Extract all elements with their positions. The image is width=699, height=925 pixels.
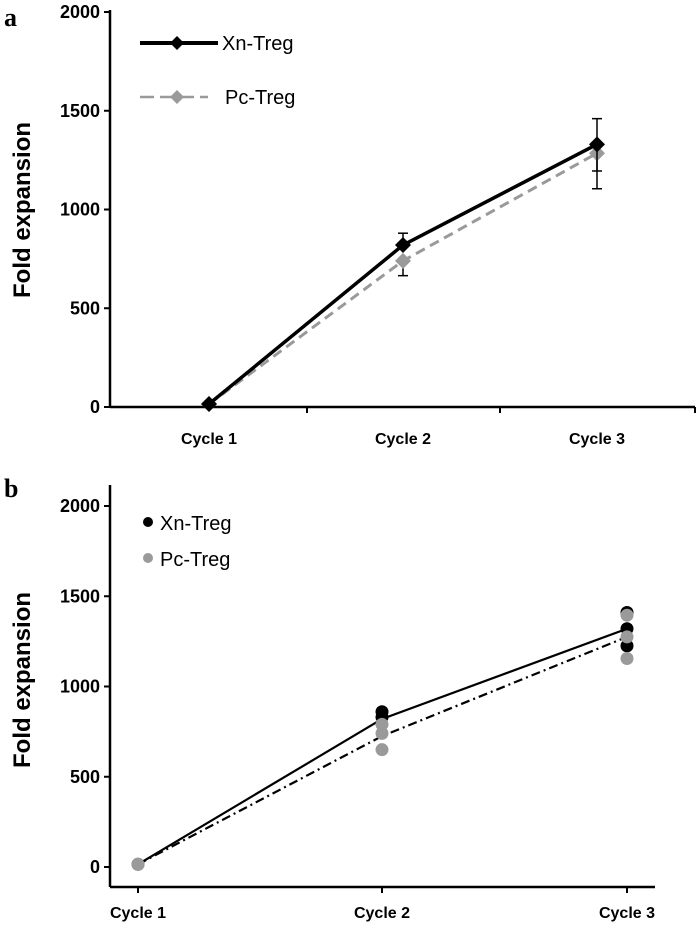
y-tick-label-a-1500: 1500 [60,101,100,121]
y-tick-label-a-2000: 2000 [60,2,100,22]
x-tick-label-b-1: Cycle 2 [354,905,410,922]
legend-marker-Xn-Treg [143,517,153,527]
data-point-Xn-Treg-2-2 [620,639,634,653]
y-tick-label-b-500: 500 [70,767,100,787]
series-line-Pc-Treg [137,635,628,866]
data-point-Pc-Treg-1-1 [375,726,389,740]
x-tick-label-b-0: Cycle 1 [110,905,166,922]
data-point-Pc-Treg-1-0 [375,717,389,731]
x-tick-label-b-2: Cycle 3 [599,905,655,922]
legend-label-Pc-Treg: Pc-Treg [160,549,230,571]
y-axis-label-a: Fold expansion [9,122,36,298]
panel-label-b: b [4,474,18,503]
legend-label-Pc-Treg: Pc-Treg [225,87,295,109]
x-tick-label-a-2: Cycle 3 [569,431,625,448]
data-point-Xn-Treg-0 [201,396,217,413]
y-tick-label-a-500: 500 [70,298,100,318]
legend-marker-Pc-Treg [143,553,153,563]
y-tick-label-a-1000: 1000 [60,200,100,220]
data-point-Pc-Treg-1-2 [375,743,389,757]
data-point-Pc-Treg-2-0 [620,608,634,622]
x-tick-label-a-1: Cycle 2 [375,431,431,448]
data-point-Pc-Treg-2-1 [620,630,634,644]
data-point-Pc-Treg-2-2 [620,652,634,666]
y-tick-label-b-2000: 2000 [60,496,100,516]
y-axis-label-b: Fold expansion [9,592,36,768]
legend-marker-Pc-Treg [170,90,184,104]
panel-label-a: a [4,3,17,32]
data-point-Pc-Treg-1 [395,252,411,269]
y-tick-label-a-0: 0 [90,397,100,417]
legend-label-Xn-Treg: Xn-Treg [160,513,232,535]
legend-marker-Xn-Treg [170,36,184,50]
y-tick-label-b-0: 0 [90,857,100,877]
x-tick-label-a-0: Cycle 1 [181,431,237,448]
series-line-Pc-Treg [208,151,598,406]
legend-label-Xn-Treg: Xn-Treg [222,33,294,55]
y-tick-label-b-1500: 1500 [60,586,100,606]
data-point-Xn-Treg-1 [395,237,411,254]
data-point-Xn-Treg-2 [589,136,605,153]
y-tick-label-b-1000: 1000 [60,677,100,697]
data-point-Pc-Treg-0-0 [131,857,145,871]
